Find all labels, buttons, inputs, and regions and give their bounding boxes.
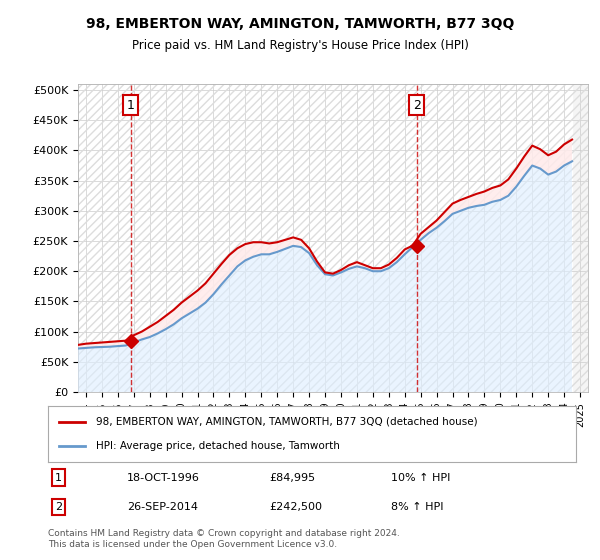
- Text: 26-SEP-2014: 26-SEP-2014: [127, 502, 198, 512]
- Text: 18-OCT-1996: 18-OCT-1996: [127, 473, 200, 483]
- Text: 98, EMBERTON WAY, AMINGTON, TAMWORTH, B77 3QQ (detached house): 98, EMBERTON WAY, AMINGTON, TAMWORTH, B7…: [95, 417, 477, 427]
- Text: 8% ↑ HPI: 8% ↑ HPI: [391, 502, 444, 512]
- Text: £84,995: £84,995: [270, 473, 316, 483]
- Text: 1: 1: [127, 99, 134, 111]
- Text: HPI: Average price, detached house, Tamworth: HPI: Average price, detached house, Tamw…: [95, 441, 340, 451]
- Text: 2: 2: [413, 99, 421, 111]
- Text: 98, EMBERTON WAY, AMINGTON, TAMWORTH, B77 3QQ: 98, EMBERTON WAY, AMINGTON, TAMWORTH, B7…: [86, 17, 514, 31]
- Text: 10% ↑ HPI: 10% ↑ HPI: [391, 473, 451, 483]
- Text: 1: 1: [55, 473, 62, 483]
- Text: 2: 2: [55, 502, 62, 512]
- Text: Contains HM Land Registry data © Crown copyright and database right 2024.
This d: Contains HM Land Registry data © Crown c…: [48, 529, 400, 549]
- Text: £242,500: £242,500: [270, 502, 323, 512]
- Text: Price paid vs. HM Land Registry's House Price Index (HPI): Price paid vs. HM Land Registry's House …: [131, 39, 469, 52]
